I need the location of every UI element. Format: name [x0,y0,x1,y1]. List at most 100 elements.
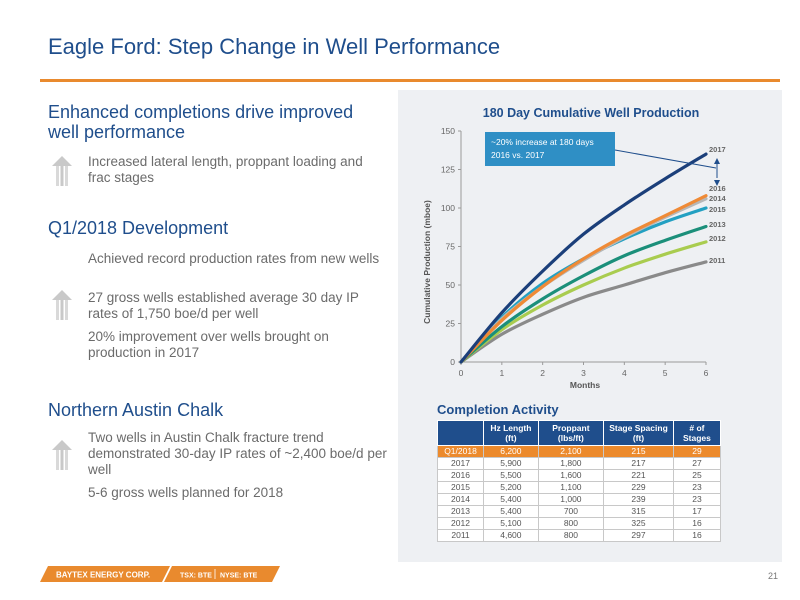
y-tick-label: 75 [446,242,456,252]
section-heading-completions: Enhanced completions drive improved well… [48,102,354,142]
table-cell: 16 [672,517,722,530]
series-label-2015: 2015 [709,205,726,214]
table-cell: 221 [603,469,674,482]
y-tick-label: 100 [441,203,455,213]
column-header [437,420,484,446]
y-tick-label: 125 [441,165,455,175]
series-label-2017: 2017 [709,145,726,154]
table-cell: 229 [603,481,674,494]
table-cell: 315 [603,505,674,518]
table-cell: 5,400 [483,505,539,518]
series-label-2011: 2011 [709,256,725,265]
y-axis-label: Cumulative Production (mboe) [422,200,432,324]
table-cell: 5,900 [483,457,539,470]
chart-series [459,152,708,364]
table-row: 2017 5,900 1,800 217 27 [437,457,722,470]
table-row: 2012 5,100 800 325 16 [437,517,722,530]
x-tick-label: 4 [622,368,627,378]
table-row: 2016 5,500 1,600 221 25 [437,469,722,482]
table-cell: 16 [672,529,722,542]
y-tick-label: 25 [446,319,456,329]
table-cell: 1,600 [537,469,605,482]
annotation-line-2: 2016 vs. 2017 [491,150,545,160]
column-header: Stage Spacing (ft) [603,420,674,446]
column-header: # of Stages [672,420,722,446]
table-cell: 17 [672,505,722,518]
section-heading-austin-chalk: Northern Austin Chalk [48,400,224,420]
bullet-gross-wells: 27 gross wells established average 30 da… [88,290,359,321]
company-name: BAYTEX ENERGY CORP. [56,571,150,580]
series-line-2016 [459,194,708,364]
bullet-record-production: Achieved record production rates from ne… [88,251,380,266]
chart-annotation: ~20% increase at 180 days 2016 vs. 2017 [485,132,720,186]
table-cell: 23 [672,493,722,506]
table-row: 2015 5,200 1,100 229 23 [437,481,722,494]
table-cell: 2013 [437,505,484,518]
table-row: Q1/2018 6,200 2,100 215 29 [437,445,722,458]
bullet-planned-wells: 5-6 gross wells planned for 2018 [88,485,284,500]
chart-axes: 0 25 50 75 100 125 150 0 1 2 3 4 5 6 [441,126,709,378]
table-cell: 2014 [437,493,484,506]
series-line-2012 [459,240,708,364]
up-arrow-icon [52,156,72,186]
series-label-2012: 2012 [709,234,726,243]
bullet-austin-chalk-wells: Two wells in Austin Chalk fracture trend… [88,430,387,477]
completion-activity-title: Completion Activity [437,402,559,417]
table-cell: 325 [603,517,674,530]
footer-banner: BAYTEX ENERGY CORP. TSX: BTE NYSE: BTE [40,566,280,582]
table-header-row: Hz Length (ft) Proppant (lbs/ft) Stage S… [437,420,722,446]
y-tick-label: 50 [446,280,456,290]
up-arrow-icon [52,290,72,320]
table-cell: Q1/2018 [437,445,484,458]
table-cell: 215 [603,445,674,458]
y-tick-label: 150 [441,126,455,136]
table-cell: 800 [537,517,605,530]
table-cell: 2017 [437,457,484,470]
chart-title: 180 Day Cumulative Well Production [483,106,700,120]
table-cell: 6,200 [483,445,539,458]
x-tick-label: 3 [581,368,586,378]
table-row: 2011 4,600 800 297 16 [437,529,722,542]
series-label-2016: 2016 [709,184,726,193]
column-header: Proppant (lbs/ft) [537,420,605,446]
table-cell: 29 [672,445,722,458]
table-cell: 800 [537,529,605,542]
x-tick-label: 1 [499,368,504,378]
production-chart: 180 Day Cumulative Well Production 02550… [422,106,727,390]
table-row: 2013 5,400 700 315 17 [437,505,722,518]
x-tick-label: 2 [540,368,545,378]
table-cell: 25 [672,469,722,482]
table-cell: 23 [672,481,722,494]
x-tick-label: 5 [663,368,668,378]
table-cell: 5,200 [483,481,539,494]
section-heading-q1-2018: Q1/2018 Development [48,218,229,238]
table-cell: 217 [603,457,674,470]
table-cell: 239 [603,493,674,506]
table-cell: 5,500 [483,469,539,482]
page-number: 21 [767,571,778,581]
table-cell: 5,100 [483,517,539,530]
title-divider [40,79,780,82]
y-tick-label: 0 [450,357,455,367]
table-cell: 2015 [437,481,484,494]
bullet-improvement: 20% improvement over wells brought on pr… [88,329,329,360]
page-title: Eagle Ford: Step Change in Well Performa… [48,34,501,59]
series-label-2013: 2013 [709,220,726,229]
tsx-ticker: TSX: BTE [180,573,212,580]
table-cell: 27 [672,457,722,470]
table-cell: 297 [603,529,674,542]
table-cell: 700 [537,505,605,518]
x-tick-label: 0 [459,368,464,378]
series-label-2014: 2014 [709,194,727,203]
series-line-2013 [459,224,708,364]
table-cell: 2,100 [537,445,605,458]
table-cell: 1,100 [537,481,605,494]
table-cell: 5,400 [483,493,539,506]
table-row: 2014 5,400 1,000 239 23 [437,493,722,506]
x-axis-label: Months [570,380,600,390]
completion-activity-table: Hz Length (ft) Proppant (lbs/ft) Stage S… [437,420,722,542]
table-cell: 2012 [437,517,484,530]
bullet-lateral-length: Increased lateral length, proppant loadi… [88,154,363,185]
annotation-line-1: ~20% increase at 180 days [491,137,594,147]
